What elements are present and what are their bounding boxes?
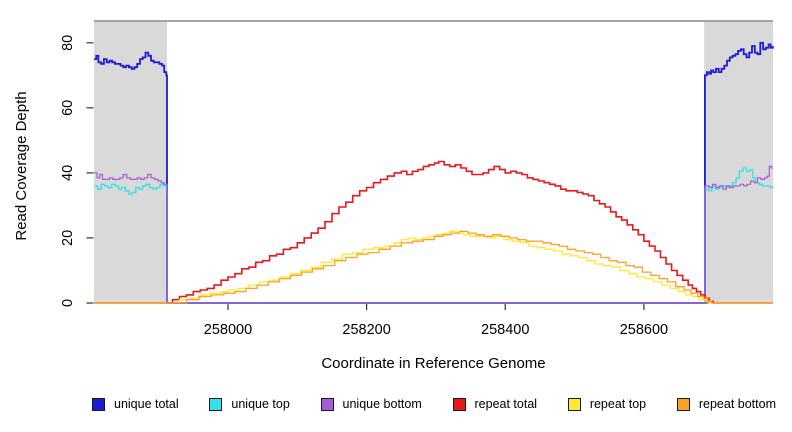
x-axis-label: Coordinate in Reference Genome [321,355,546,372]
shaded-region [704,21,773,303]
legend-label: repeat top [589,397,647,411]
legend-item-repeat-bottom: repeat bottom [676,397,776,411]
legend: unique total unique top unique bottom repea… [92,397,776,411]
series-line-repeat-top [94,230,773,304]
legend-swatch-icon [452,397,466,411]
legend-swatch-icon [209,397,223,411]
x-tick-label: 258200 [342,322,390,338]
series-line-repeat-bottom [94,230,773,304]
y-axis-label: Read Coverage Depth [13,91,30,241]
y-tick-label: 0 [60,299,76,307]
y-tick-label: 20 [60,230,76,246]
legend-item-repeat-total: repeat total [452,397,538,411]
legend-label: unique top [231,397,290,411]
x-tick-label: 258400 [481,322,529,338]
legend-label: repeat bottom [698,397,776,411]
legend-swatch-icon [567,397,581,411]
x-tick-label: 258600 [620,322,668,338]
legend-item-unique-top: unique top [209,397,290,411]
shaded-region [94,21,167,303]
series-line-unique-bottom [94,165,773,304]
legend-label: unique bottom [342,397,422,411]
legend-item-unique-bottom: unique bottom [320,397,422,411]
legend-item-repeat-top: repeat top [567,397,647,411]
y-tick-label: 80 [60,35,76,51]
legend-swatch-icon [320,397,334,411]
legend-label: unique total [114,397,179,411]
series-line-unique-top [94,167,774,304]
legend-item-unique-total: unique total [92,397,179,411]
legend-swatch-icon [92,397,105,411]
y-tick-label: 60 [60,100,76,116]
legend-swatch-icon [676,397,690,411]
legend-label: repeat total [474,397,538,411]
y-tick-label: 40 [60,165,76,181]
series-line-repeat-total [94,160,773,304]
x-tick-label: 258000 [204,322,252,338]
